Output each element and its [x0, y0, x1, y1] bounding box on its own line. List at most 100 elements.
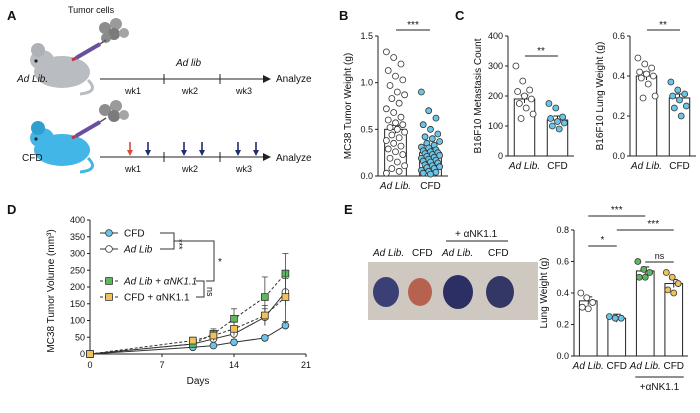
y-axis-label: B16F10 Metastasis Count [473, 38, 484, 153]
data-point [637, 74, 645, 82]
y-tick-label: 400 [488, 31, 503, 41]
data-point [555, 125, 563, 133]
sig-label: ** [659, 20, 667, 31]
y-tick-label: 250 [70, 265, 85, 275]
category-label: Ad Lib. [572, 361, 604, 372]
y-tick-label: 200 [70, 282, 85, 292]
x-tick-label: 7 [159, 360, 164, 370]
y-tick-label: 0.0 [612, 151, 625, 161]
data-point [417, 88, 425, 96]
y-tick-label: 0.0 [360, 171, 373, 181]
data-point [651, 92, 659, 100]
y-tick-label: 400 [70, 215, 85, 225]
data-point [436, 138, 444, 145]
data-point [261, 334, 269, 342]
data-point [392, 148, 399, 156]
data-point [399, 76, 407, 84]
data-point [421, 133, 429, 141]
y-tick-label: 300 [70, 249, 85, 259]
data-point [589, 299, 597, 306]
data-point [390, 139, 398, 147]
data-point [425, 107, 433, 115]
fasting-arrow-head [127, 150, 133, 156]
chart-c-lung-weight: 0.0 0.2 0.4 0.6 B16F10 Lung Weight (g) Ad Lib… [595, 20, 696, 172]
x-axis-label: Days [187, 376, 210, 387]
data-point [392, 72, 399, 80]
legend-label: Ad Lib + αNK1.1 [123, 277, 197, 288]
photo-header: + αNK1.1 [455, 229, 498, 240]
lung-ad-lib-nk [443, 275, 473, 309]
data-point [230, 338, 238, 347]
data-point [382, 48, 390, 56]
y-tick-label: 100 [488, 121, 503, 131]
sig-label: ns [205, 287, 215, 297]
sig-label: *** [407, 20, 419, 31]
bar [635, 75, 658, 157]
category-label: CFD [663, 361, 684, 372]
data-point [529, 110, 537, 118]
row-1-end-label: Analyze [276, 74, 312, 85]
fasting-arrow-head [181, 150, 187, 156]
panel-e-label: E [344, 202, 353, 217]
y-tick-label: 1.5 [360, 31, 373, 41]
sig-label: * [601, 235, 605, 246]
data-point [399, 121, 407, 129]
data-point [390, 54, 398, 61]
data-point [382, 105, 390, 113]
sig-label: ns [655, 251, 665, 261]
data-point [384, 116, 392, 124]
data-point [393, 158, 401, 166]
category-label: Ad Lib. [629, 361, 661, 372]
photo-label-4: CFD [488, 248, 509, 259]
data-point [635, 273, 643, 281]
row-2-group-label: CFD [22, 153, 43, 164]
data-point [395, 134, 403, 142]
y-axis-label: B16F10 Lung Weight (g) [595, 42, 606, 151]
data-point [677, 112, 685, 120]
data-point [515, 100, 523, 107]
data-point [634, 258, 642, 265]
panel-a: A Tumor cells Ad L [7, 5, 312, 174]
row-2-end-label: Analyze [276, 153, 312, 164]
x-tick-label: 0 [87, 360, 92, 370]
data-point [392, 119, 399, 127]
sig-bracket [160, 232, 175, 250]
data-point [670, 289, 678, 297]
data-point [397, 60, 405, 68]
category-label: Ad Lib. [379, 181, 411, 192]
data-point [401, 128, 409, 136]
photo-label-2: CFD [412, 248, 433, 259]
lung-cfd-nk [486, 276, 514, 308]
legend-marker [105, 245, 113, 253]
category-label: CFD [547, 161, 568, 172]
y-tick-label: 0 [80, 349, 85, 359]
syringe-icon-2 [71, 117, 107, 140]
fasting-arrow-head [235, 150, 241, 156]
tumor-cells-icon [99, 18, 129, 43]
data-point [548, 122, 556, 130]
data-point [552, 104, 560, 112]
data-point [643, 70, 650, 78]
y-tick-label: 0 [498, 151, 503, 161]
tumor-cells-label: Tumor cells [68, 5, 115, 15]
y-tick-label: 100 [70, 316, 85, 326]
data-point [559, 113, 567, 121]
sig-label: * [218, 257, 222, 268]
y-axis-label: MC38 Tumor Volume (mm³) [46, 229, 57, 352]
category-label: CFD [606, 361, 627, 372]
y-tick-label: 50 [75, 332, 85, 342]
data-point [388, 95, 396, 102]
data-point [384, 145, 392, 153]
category-label: CFD [669, 161, 690, 172]
photo-label-3: Ad Lib. [441, 248, 473, 259]
data-point [401, 162, 409, 170]
data-point [641, 273, 649, 281]
y-axis-label: MC38 Tumor Weight (g) [343, 53, 354, 160]
series-line [89, 325, 286, 355]
data-point [634, 54, 642, 62]
data-point [432, 114, 440, 122]
y-axis-label: Lung Weight (g) [539, 258, 550, 329]
x-tick-label: 21 [301, 360, 311, 370]
data-point [209, 331, 218, 340]
